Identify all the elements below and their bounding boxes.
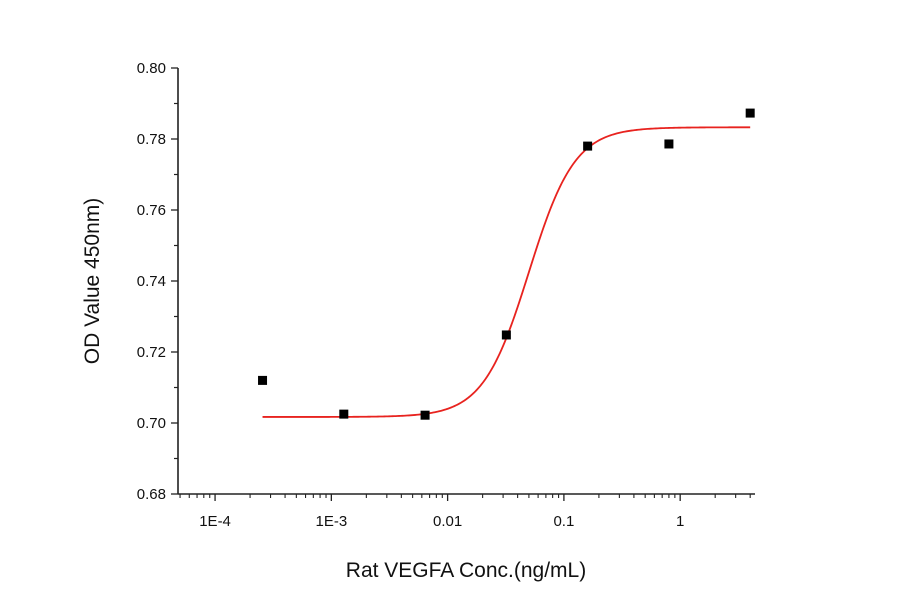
x-tick-label: 1E-3 bbox=[315, 513, 347, 530]
y-tick-label: 0.72 bbox=[137, 344, 166, 361]
data-point bbox=[664, 139, 674, 149]
y-tick-label: 0.80 bbox=[137, 60, 166, 77]
data-point bbox=[420, 410, 430, 420]
x-tick-label: 1E-4 bbox=[199, 513, 231, 530]
data-point bbox=[745, 108, 755, 118]
y-axis-title: OD Value 450nm) bbox=[81, 198, 104, 365]
data-point bbox=[583, 141, 593, 151]
data-points-layer bbox=[258, 108, 755, 420]
x-axis-title: Rat VEGFA Conc.(ng/mL) bbox=[346, 559, 586, 582]
x-tick-label: 0.01 bbox=[433, 513, 462, 530]
x-tick-label: 1 bbox=[676, 513, 684, 530]
y-tick-label: 0.68 bbox=[137, 486, 166, 503]
x-tick-label: 0.1 bbox=[553, 513, 574, 530]
fit-curve-layer bbox=[262, 126, 751, 418]
data-point bbox=[258, 375, 268, 385]
data-point bbox=[339, 409, 349, 419]
y-tick-label: 0.74 bbox=[137, 273, 166, 290]
fit-curve-line bbox=[262, 126, 751, 418]
y-tick-label: 0.70 bbox=[137, 415, 166, 432]
y-tick-label: 0.76 bbox=[137, 202, 166, 219]
y-tick-label: 0.78 bbox=[137, 131, 166, 148]
data-point bbox=[501, 330, 511, 340]
axes: 0.68 0.70 0.72 0.74 0.76 0.78 0.80 1E-4 1E-3 0.01… bbox=[137, 60, 755, 530]
